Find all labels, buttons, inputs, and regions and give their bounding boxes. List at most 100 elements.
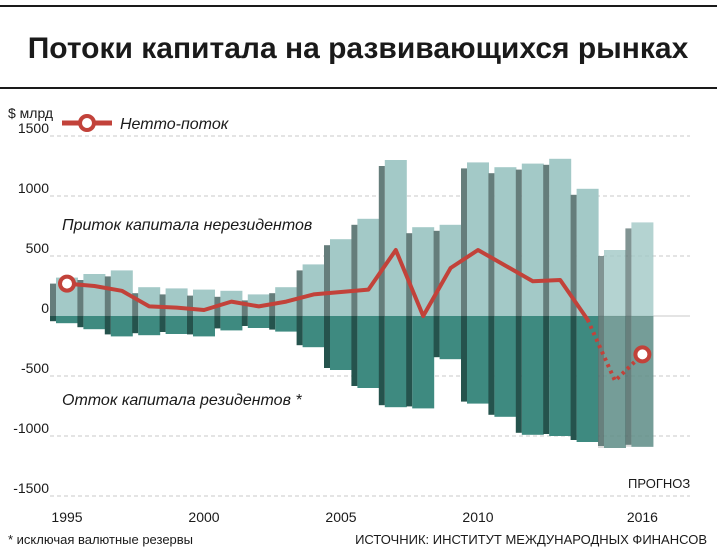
- outflow-annotation: Отток капитала резидентов *: [62, 392, 302, 409]
- outflow-bar: [193, 316, 215, 337]
- y-unit-label: $ млрд: [8, 105, 53, 121]
- net-flow-line: [58, 248, 652, 385]
- x-tick-label: 2005: [325, 509, 356, 525]
- inflow-bar: [83, 274, 106, 316]
- inflow-bar-side: [461, 168, 467, 316]
- outflow-bar: [357, 316, 380, 388]
- inflow-bar: [357, 218, 380, 316]
- outflow-bar: [247, 316, 270, 328]
- inflow-bar: [604, 250, 626, 316]
- y-tick-label: -500: [21, 360, 49, 376]
- y-tick-label: 1500: [18, 120, 49, 136]
- outflow-bar-side: [543, 316, 550, 434]
- inflow-bar: [631, 222, 654, 316]
- inflow-bar: [138, 287, 161, 316]
- outflow-bar: [83, 316, 106, 330]
- inflow-bar-side: [570, 194, 577, 316]
- outflow-bar-side: [132, 316, 139, 334]
- outflow-bar-side: [269, 316, 276, 330]
- outflow-bar-side: [104, 316, 111, 335]
- outflow-bar: [549, 316, 572, 436]
- inflow-bar-side: [187, 295, 193, 316]
- outflow-bar: [56, 316, 78, 324]
- x-tick-label: 2016: [627, 509, 658, 525]
- outflow-bar-side: [214, 316, 221, 329]
- outflow-bar: [412, 316, 435, 409]
- outflow-bar-side: [241, 316, 248, 326]
- inflow-bar: [549, 158, 572, 316]
- y-tick-label: -1000: [13, 420, 49, 436]
- outflow-bar-side: [625, 316, 632, 445]
- inflow-bar-side: [50, 283, 56, 316]
- outflow-bar: [138, 316, 161, 336]
- outflow-bar: [330, 316, 352, 370]
- inflow-bar-side: [77, 280, 84, 316]
- inflow-bar-side: [598, 256, 604, 316]
- outflow-bar: [604, 316, 626, 448]
- source-note: ИСТОЧНИК: ИНСТИТУТ МЕЖДУНАРОДНЫХ ФИНАНСО…: [355, 532, 707, 547]
- inflow-bar: [165, 288, 188, 316]
- y-tick-label: 500: [26, 240, 50, 256]
- net-flow-actual: [66, 248, 590, 321]
- outflow-bar-side: [351, 316, 358, 386]
- inflow-bar: [467, 162, 489, 316]
- inflow-bar: [384, 160, 407, 316]
- inflow-bar-side: [241, 300, 248, 316]
- outflow-bar: [439, 316, 462, 360]
- outflow-bar: [302, 316, 325, 348]
- inflow-bar-side: [488, 173, 495, 316]
- inflow-bar-side: [406, 233, 413, 316]
- outflow-bar-side: [324, 316, 330, 368]
- outflow-bar: [576, 316, 599, 442]
- net-flow-marker: [633, 345, 652, 364]
- inflow-bar-side: [104, 276, 111, 316]
- inflow-bar-side: [543, 164, 550, 316]
- outflow-bar-side: [570, 316, 577, 440]
- outflow-bar-side: [159, 316, 166, 332]
- outflow-bar-side: [488, 316, 495, 415]
- inflow-annotation: Приток капитала нерезидентов: [62, 217, 312, 234]
- x-tick-label: 1995: [51, 509, 82, 525]
- inflow-bar-side: [515, 169, 522, 316]
- outflow-bar-side: [77, 316, 84, 328]
- inflow-bar-side: [625, 228, 632, 316]
- outflow-bar-side: [598, 316, 604, 446]
- forecast-overlay: [598, 316, 626, 448]
- inflow-bar: [193, 289, 215, 316]
- inflow-bar: [494, 167, 517, 316]
- chart-title: Потоки капитала на развивающихся рынках: [28, 32, 689, 65]
- forecast-overlay: [625, 316, 654, 447]
- outflow-bar-side: [187, 316, 193, 335]
- footnote: * исключая валютные резервы: [8, 532, 193, 547]
- forecast-label: ПРОГНОЗ: [628, 476, 690, 491]
- outflow-bar: [467, 316, 489, 404]
- x-tick-label: 2000: [188, 509, 219, 525]
- inflow-bar-side: [132, 293, 139, 316]
- net-flow-marker: [58, 274, 76, 293]
- inflow-bar: [302, 264, 325, 316]
- y-tick-label: -1500: [13, 480, 49, 496]
- net-flow-forecast: [585, 318, 644, 385]
- outflow-bar-side: [406, 316, 413, 407]
- outflow-bar-side: [433, 316, 440, 358]
- inflow-bar-side: [296, 270, 303, 316]
- outflow-bar: [275, 316, 298, 332]
- inflow-bar: [110, 270, 133, 316]
- outflow-bar: [494, 316, 517, 417]
- inflow-bar-side: [324, 245, 330, 316]
- x-tick-label: 2010: [462, 509, 493, 525]
- outflow-bar: [165, 316, 188, 334]
- inflow-bar-side: [378, 166, 385, 316]
- outflow-bar-side: [50, 316, 56, 322]
- inflow-bar: [576, 188, 599, 316]
- inflow-bar-side: [433, 230, 440, 316]
- outflow-bar-side: [461, 316, 467, 402]
- y-tick-labels: -1500 -1000 -500 0 500 1000 1500: [13, 120, 49, 496]
- outflow-bar: [521, 316, 544, 435]
- legend-marker-swatch: [78, 114, 96, 132]
- inflow-bar: [412, 227, 435, 316]
- inflow-bar-side: [351, 224, 358, 316]
- x-tick-labels: 1995 2000 2005 2010 2016: [51, 509, 658, 525]
